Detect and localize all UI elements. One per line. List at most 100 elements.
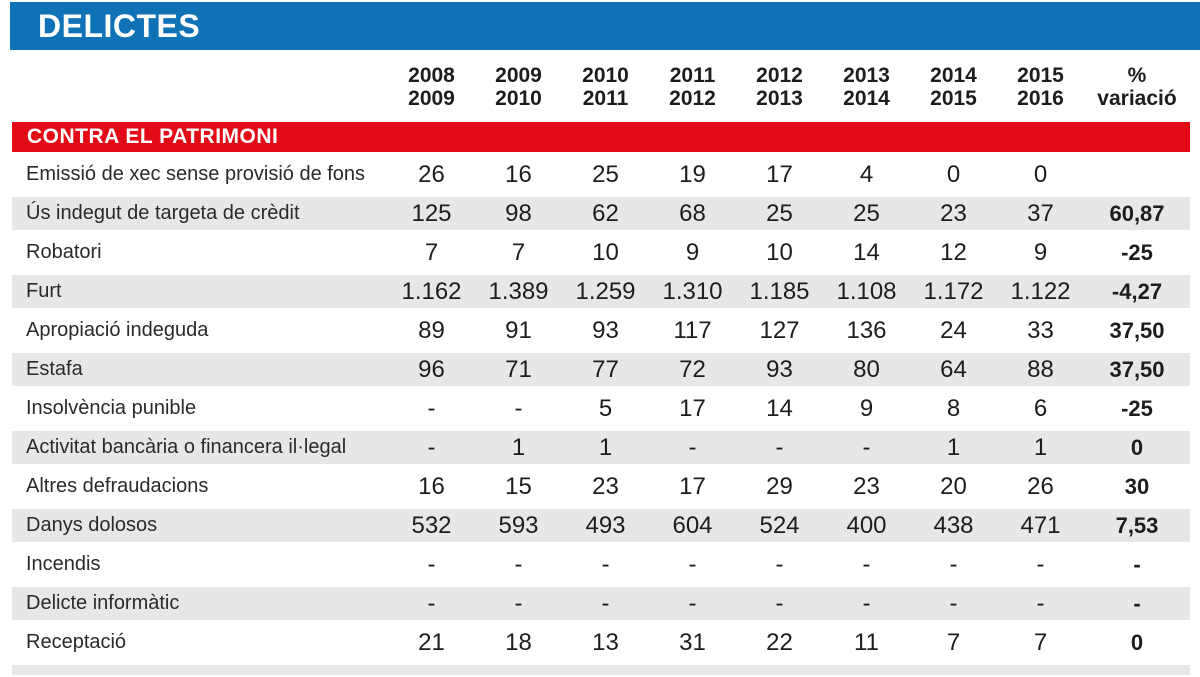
year-value-cell: - xyxy=(514,589,523,617)
table-rows: Emissió de xec sense provisió de fons 26 1… xyxy=(12,155,1190,662)
pct-variation-cell: -4,27 xyxy=(1111,278,1163,304)
year-value-cell: - xyxy=(688,589,697,617)
year-value-cell: 33 xyxy=(1027,316,1054,344)
row-label: Danys dolosos xyxy=(26,514,158,536)
page-title: DELICTES xyxy=(38,8,201,44)
year-value-cell: - xyxy=(1036,550,1045,578)
year-value-cell: 7 xyxy=(424,238,439,266)
year-value-cell: 7 xyxy=(1033,628,1048,656)
table-row: Activitat bancària o financera il·legal -… xyxy=(12,428,1190,467)
table-row: Robatori 7 7 10 9 10 14 12 9 -25 xyxy=(12,233,1190,272)
year-value-cell: 1 xyxy=(1033,433,1048,461)
year-value-cell: - xyxy=(949,589,958,617)
row-label: Emissió de xec sense provisió de fons xyxy=(26,163,366,185)
year-column-header: 2014 2015 xyxy=(930,64,977,110)
year-value-cell: 1.389 xyxy=(488,277,549,305)
year-value-cell: 117 xyxy=(673,316,712,344)
year-value-cell: 9 xyxy=(1033,238,1048,266)
year-column-header: 2010 2011 xyxy=(582,64,629,110)
table-row: Altres defraudacions 16 15 23 17 29 23 20 26 30 xyxy=(12,467,1190,506)
year-value-cell: 7 xyxy=(946,628,961,656)
row-label: Estafa xyxy=(26,358,83,380)
table-row: Receptació 21 18 13 31 22 11 7 7 0 xyxy=(12,623,1190,662)
year-value-cell: - xyxy=(514,550,523,578)
table-row: Ús indegut de targeta de crèdit 125 98 62 68… xyxy=(12,194,1190,233)
year-value-cell: 93 xyxy=(766,355,793,383)
year-value-cell: 9 xyxy=(859,394,874,422)
year-value-cell: 98 xyxy=(505,199,532,227)
year-value-cell: - xyxy=(427,433,436,461)
title-bar: DELICTES xyxy=(10,2,1200,50)
year-value-cell: 64 xyxy=(940,355,967,383)
section-header: CONTRA EL PATRIMONI xyxy=(12,122,1190,152)
year-value-cell: 13 xyxy=(592,628,619,656)
column-headers: 2008 2009 2009 2010 2010 2011 2011 2012 2012 2013… xyxy=(12,64,1190,110)
pct-variation-cell: 37,50 xyxy=(1109,356,1165,382)
row-label: Incendis xyxy=(26,553,101,575)
year-value-cell: 26 xyxy=(418,160,445,188)
year-value-cell: 21 xyxy=(418,628,445,656)
year-value-cell: - xyxy=(949,550,958,578)
table-row: Danys dolosos 532 593 493 604 524 400 438 471 7,5… xyxy=(12,506,1190,545)
year-value-cell: 1 xyxy=(946,433,961,461)
year-value-cell: 1.172 xyxy=(923,277,984,305)
pct-variation-cell: - xyxy=(1133,590,1141,616)
year-value-cell: 26 xyxy=(1027,472,1054,500)
year-value-cell: 6 xyxy=(1033,394,1048,422)
year-value-cell: - xyxy=(427,394,436,422)
row-label: Apropiació indeguda xyxy=(26,319,209,341)
year-value-cell: - xyxy=(601,550,610,578)
year-value-cell: 91 xyxy=(505,316,532,344)
year-column-header: 2009 2010 xyxy=(495,64,542,110)
year-value-cell: 1 xyxy=(511,433,526,461)
year-value-cell: 593 xyxy=(498,511,539,539)
year-value-cell: 1.310 xyxy=(662,277,723,305)
pct-variation-cell: 30 xyxy=(1124,473,1150,499)
row-label: Receptació xyxy=(26,631,127,653)
year-value-cell: - xyxy=(688,433,697,461)
table-row: Delicte informàtic - - - - - - - - - xyxy=(12,584,1190,623)
year-value-cell: 10 xyxy=(766,238,793,266)
year-value-cell: 125 xyxy=(411,199,452,227)
year-value-cell: 11 xyxy=(854,628,879,656)
table-row: Emissió de xec sense provisió de fons 26 1… xyxy=(12,155,1190,194)
year-value-cell: 17 xyxy=(679,394,706,422)
pct-variation-cell: 60,87 xyxy=(1109,200,1165,226)
bottom-cropped-row xyxy=(12,665,1190,675)
year-value-cell: 400 xyxy=(846,511,887,539)
label-column-spacer xyxy=(12,64,388,110)
crime-table: 2008 2009 2009 2010 2010 2011 2011 2012 2012 2013… xyxy=(12,64,1190,675)
year-value-cell: 18 xyxy=(505,628,532,656)
year-value-cell: - xyxy=(775,550,784,578)
year-value-cell: 80 xyxy=(853,355,880,383)
year-value-cell: - xyxy=(775,433,784,461)
year-value-cell: 524 xyxy=(759,511,800,539)
year-value-cell: 127 xyxy=(759,316,800,344)
pct-variation-cell: 0 xyxy=(1130,434,1144,460)
year-value-cell: 471 xyxy=(1020,511,1061,539)
year-column-header: 2011 2012 xyxy=(669,64,716,110)
year-value-cell: 8 xyxy=(946,394,961,422)
year-value-cell: 62 xyxy=(592,199,619,227)
year-value-cell: 16 xyxy=(505,160,532,188)
row-label: Delicte informàtic xyxy=(26,592,180,614)
year-value-cell: 96 xyxy=(418,355,445,383)
row-label: Furt xyxy=(26,280,62,302)
year-value-cell: 19 xyxy=(679,160,706,188)
year-value-cell: 23 xyxy=(592,472,619,500)
year-value-cell: 14 xyxy=(853,238,880,266)
row-label: Ús indegut de targeta de crèdit xyxy=(26,202,300,224)
year-value-cell: - xyxy=(1036,589,1045,617)
year-value-cell: - xyxy=(862,589,871,617)
year-column-header: 2012 2013 xyxy=(756,64,803,110)
year-value-cell: 136 xyxy=(846,316,887,344)
year-value-cell: 25 xyxy=(766,199,793,227)
year-value-cell: 15 xyxy=(505,472,532,500)
year-value-cell: - xyxy=(601,589,610,617)
year-value-cell: 1.162 xyxy=(401,277,462,305)
year-value-cell: 14 xyxy=(766,394,793,422)
year-value-cell: 0 xyxy=(1033,160,1048,188)
row-label: Altres defraudacions xyxy=(26,475,209,497)
pct-column-header: % variació xyxy=(1097,64,1177,110)
year-value-cell: 5 xyxy=(598,394,613,422)
